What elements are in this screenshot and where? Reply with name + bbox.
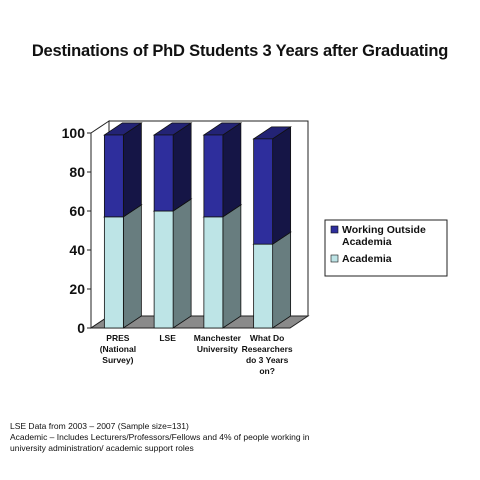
bar-front (153, 210, 174, 329)
bar-side (222, 204, 242, 329)
bar-front (153, 134, 174, 212)
x-axis-labels: PRES (National Survey) LSE Manchester Univers… (100, 333, 293, 376)
bar-1 (152, 122, 193, 329)
bar-side (172, 198, 192, 329)
x-tick-label-line: on? (259, 366, 275, 376)
bar-front (253, 138, 274, 245)
x-tick-label-line: Survey) (102, 355, 133, 365)
x-tick-label-line: PRES (106, 333, 129, 343)
y-tick-label-4: 80 (69, 164, 85, 180)
bar-side (272, 231, 292, 329)
x-tick-label-line: University (197, 344, 238, 354)
x-tick-label-line: What Do (250, 333, 284, 343)
bar-front (253, 243, 274, 329)
chart-title: Destinations of PhD Students 3 Years aft… (31, 42, 449, 60)
bar-segment-academia-0 (103, 204, 143, 329)
bar-side (272, 126, 292, 245)
bar-front (103, 134, 124, 218)
y-tick-label-0: 0 (77, 320, 85, 336)
bar-2 (202, 122, 243, 329)
x-tick-label-0: PRES (National Survey) (100, 333, 136, 365)
bar-segment-working-outside-academia-0 (103, 122, 143, 218)
y-tick-label-2: 40 (69, 242, 85, 258)
bar-front (103, 216, 124, 329)
bar-segment-working-outside-academia-1 (152, 122, 193, 212)
x-tick-label-2: Manchester University (194, 333, 242, 354)
bar-group (103, 122, 292, 329)
bar-segment-academia-2 (202, 204, 243, 329)
x-tick-label-line: Researchers (242, 344, 293, 354)
bar-0 (103, 122, 143, 329)
bar-segment-working-outside-academia-2 (202, 122, 243, 218)
bar-side (222, 122, 242, 218)
legend-label-line: Academia (342, 253, 392, 265)
x-tick-label-line: (National (100, 344, 136, 354)
legend-label-line: Academia (342, 236, 392, 248)
bar-segment-academia-3 (252, 231, 292, 329)
legend-swatch (330, 254, 339, 263)
y-tick-label-3: 60 (69, 203, 85, 219)
legend-box (324, 219, 448, 277)
y-tick-label-5: 100 (62, 125, 86, 141)
bar-side (122, 204, 142, 329)
legend-item-0: Working Outside Academia (330, 224, 426, 248)
x-tick-label-3: What Do Researchers do 3 Years on? (242, 333, 293, 376)
y-axis: 0 20 40 60 80 100 (62, 125, 91, 336)
bar-front (203, 134, 224, 218)
x-tick-label-line: do 3 Years (246, 355, 289, 365)
x-tick-label-line: LSE (159, 333, 176, 343)
y-tick-label-1: 20 (69, 281, 85, 297)
bar-segment-academia-1 (152, 198, 193, 329)
x-tick-label-1: LSE (159, 333, 176, 343)
footnote-academic-definition: Academic – Includes Lecturers/Professors… (10, 432, 310, 442)
legend-label-line: Working Outside (342, 224, 426, 236)
legend-swatch (330, 225, 339, 234)
bar-3 (252, 126, 292, 329)
footnote-sample-size: LSE Data from 2003 – 2007 (Sample size=1… (10, 421, 189, 431)
footnote-academic-definition-cont: university administration/ academic supp… (10, 443, 194, 453)
bar-front (203, 216, 224, 329)
bar-side (122, 122, 142, 218)
bar-side (172, 122, 192, 212)
legend-label: Working Outside Academia (342, 224, 426, 248)
legend-label: Academia (342, 253, 392, 265)
legend-item-1: Academia (330, 253, 392, 265)
bar-segment-working-outside-academia-3 (252, 126, 292, 245)
x-tick-label-line: Manchester (194, 333, 242, 343)
